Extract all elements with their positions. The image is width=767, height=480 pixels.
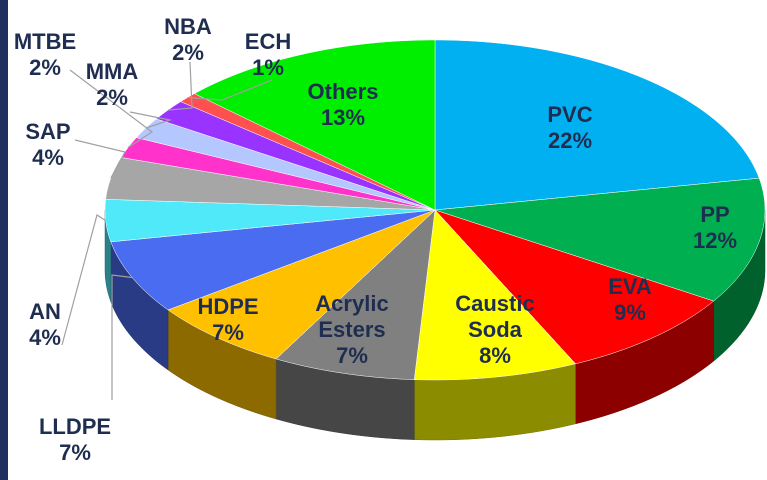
slice — [110, 209, 436, 311]
category-label: Others — [307, 79, 379, 104]
value-label: 7% — [212, 320, 244, 345]
slice-label: ECH 1% — [213, 29, 323, 81]
value-label: 8% — [479, 343, 511, 368]
category-label: NBA — [164, 14, 212, 39]
category-label: PVC — [547, 102, 593, 127]
value-label: 2% — [96, 85, 128, 110]
slice — [104, 199, 436, 243]
slice-label: PP 12% — [660, 202, 767, 254]
category-label: EVA — [608, 274, 652, 299]
value-label: 7% — [59, 440, 91, 465]
value-label: 2% — [29, 55, 61, 80]
top-faces — [104, 39, 766, 381]
slice-label: PVC 22% — [515, 102, 625, 154]
slice-label: MTBE 2% — [0, 29, 100, 81]
category-label: MMA — [85, 59, 139, 84]
value-label: 1% — [252, 55, 284, 80]
category-label: Acrylic Esters — [315, 291, 389, 342]
slice — [434, 177, 766, 302]
slice — [434, 39, 760, 211]
category-label: LLDPE — [38, 414, 112, 439]
slice-label: AN 4% — [0, 299, 100, 351]
value-label: 4% — [32, 145, 64, 170]
slice — [275, 209, 436, 380]
value-label: 22% — [547, 128, 593, 153]
category-label: MTBE — [13, 29, 77, 54]
slice-label: MMA 2% — [57, 59, 167, 111]
slice — [413, 209, 576, 381]
category-label: PP — [700, 202, 730, 227]
category-label: ECH — [244, 29, 292, 54]
value-label: 13% — [320, 105, 366, 130]
slice-label: Caustic Soda 8% — [440, 291, 550, 369]
leader-line — [129, 111, 173, 129]
slice-label: Acrylic Esters 7% — [297, 291, 407, 369]
value-label: 4% — [29, 325, 61, 350]
category-label: HDPE — [197, 294, 259, 319]
value-label: 7% — [336, 343, 368, 368]
leader-line — [187, 79, 273, 101]
slice-label: SAP 4% — [0, 119, 103, 171]
leader-line — [74, 139, 126, 179]
slice-label: HDPE 7% — [173, 294, 283, 346]
leader-line — [111, 274, 133, 400]
category-label: Caustic Soda — [455, 291, 535, 342]
slice — [434, 209, 715, 365]
value-label: 2% — [172, 40, 204, 65]
category-label: SAP — [25, 119, 71, 144]
slice-label: NBA 2% — [133, 14, 243, 66]
value-label: 12% — [692, 228, 738, 253]
slice — [193, 39, 436, 211]
side-strip — [0, 0, 8, 480]
slice-label: Others 13% — [288, 79, 398, 131]
slice-label: LLDPE 7% — [20, 414, 130, 466]
value-label: 9% — [614, 300, 646, 325]
leader-line — [61, 214, 106, 346]
leader-line — [167, 61, 193, 111]
slice — [167, 209, 436, 360]
category-label: AN — [29, 299, 61, 324]
slice-label: EVA 9% — [575, 274, 685, 326]
leader-line — [69, 69, 154, 148]
